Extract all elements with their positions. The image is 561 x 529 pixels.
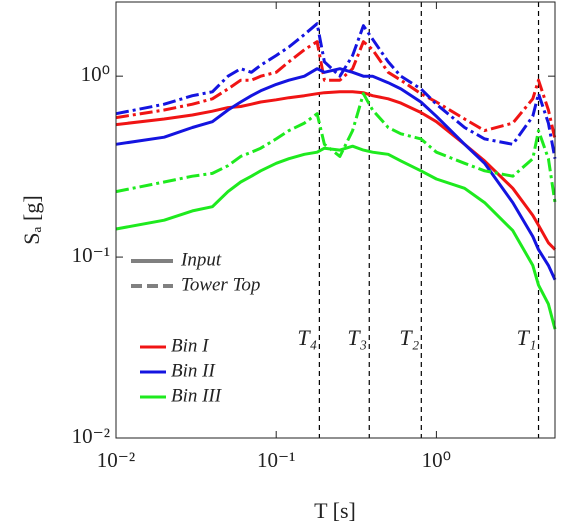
- legend-style-label: Tower Top: [181, 274, 260, 295]
- period-label: T₁: [517, 325, 537, 350]
- x-axis-label: T [s]: [314, 498, 356, 523]
- series-line: [115, 67, 557, 281]
- y-tick-label: 10⁰: [81, 62, 110, 86]
- legend-label: Bin I: [171, 335, 210, 356]
- period-label: T₃: [347, 325, 367, 350]
- legend-label: Bin II: [171, 360, 216, 381]
- legend-style-label: Input: [180, 249, 222, 270]
- x-tick-label: 10⁰: [422, 448, 451, 472]
- series-line: [115, 144, 557, 330]
- x-tick-label: 10⁻²: [97, 448, 135, 472]
- plot-frame: [115, 1, 556, 439]
- series-line: [115, 92, 557, 203]
- y-tick-label: 10⁻¹: [72, 243, 110, 267]
- period-label: T₄: [297, 325, 317, 350]
- y-axis-label: Sₐ [g]: [19, 195, 44, 244]
- period-label: T₂: [399, 325, 419, 350]
- x-tick-label: 10⁻¹: [257, 448, 295, 472]
- legend-label: Bin III: [171, 385, 223, 406]
- series-line: [115, 22, 557, 159]
- y-tick-label: 10⁻²: [72, 424, 110, 448]
- series-line: [115, 40, 557, 140]
